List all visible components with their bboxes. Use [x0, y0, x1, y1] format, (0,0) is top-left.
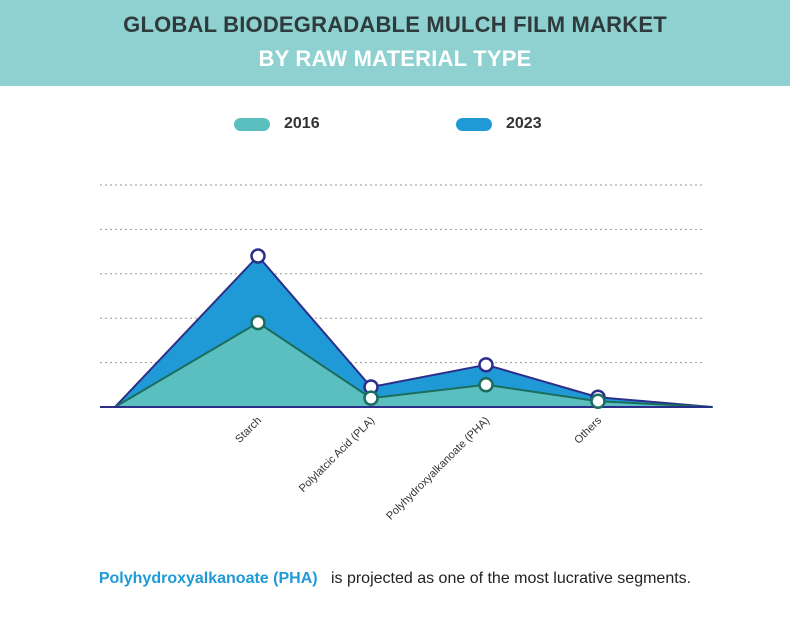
chart-title: GLOBAL BIODEGRADABLE MULCH FILM MARKET	[123, 12, 667, 37]
x-tick-label: Others	[572, 414, 604, 446]
series-areas	[100, 255, 713, 408]
x-axis-labels: Starch Polylatcic Acid (PLA) Polyhydroxyal…	[233, 414, 604, 522]
x-tick-label: Starch	[233, 415, 264, 446]
area-chart: Starch Polylatcic Acid (PLA) Polyhydroxyal…	[100, 184, 713, 523]
legend-swatch-2023	[456, 118, 492, 131]
x-tick-label: Polylatcic Acid (PLA)	[297, 415, 377, 495]
footer-text: is projected as one of the most lucrativ…	[330, 570, 692, 587]
footer-note: Polyhydroxyalkanoate (PHA) is projected …	[0, 570, 790, 588]
footer-highlight: Polyhydroxyalkanoate (PHA)	[98, 570, 318, 587]
legend-swatch-2016	[234, 118, 270, 131]
x-tick-label: Polyhydroxyalkanoate (PHA)	[384, 415, 492, 523]
title-banner: GLOBAL BIODEGRADABLE MULCH FILM MARKET B…	[0, 0, 790, 86]
data-markers	[250, 248, 606, 409]
data-point-2023	[250, 248, 266, 264]
data-point-2016	[250, 314, 266, 331]
data-point-2016	[363, 390, 379, 406]
legend-label-2016: 2016	[284, 115, 320, 132]
data-point-2016	[478, 377, 494, 393]
data-point-2023	[478, 357, 494, 373]
data-point-2016	[590, 393, 606, 409]
legend-label-2023: 2023	[506, 115, 542, 132]
chart-subtitle: BY RAW MATERIAL TYPE	[258, 46, 532, 71]
